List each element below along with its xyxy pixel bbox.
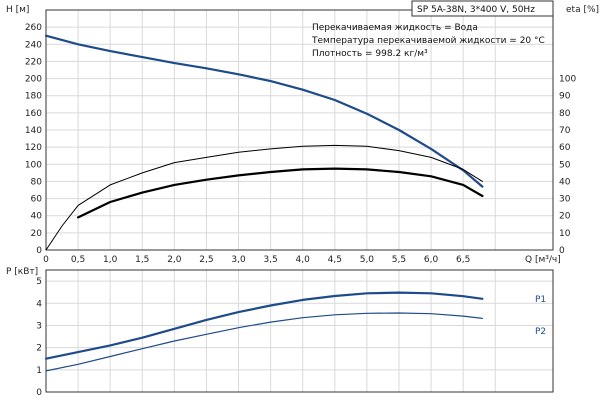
- power-tick-label: 1: [36, 366, 42, 376]
- power-grid: [45, 270, 553, 393]
- head-tick-label: 40: [31, 212, 43, 222]
- x-tick-label: 5,5: [392, 255, 406, 265]
- annotation-density: Плотность = 998.2 кг/м³: [312, 49, 428, 59]
- efficiency-tick-label: 50: [559, 160, 571, 170]
- power-tick-label: 4: [36, 299, 42, 309]
- head-tick-label: 260: [25, 23, 42, 33]
- efficiency-tick-label: 30: [559, 195, 571, 205]
- annotation-fluid: Перекачиваемая жидкость = Вода: [312, 23, 478, 33]
- x-tick-label: 4,5: [328, 255, 342, 265]
- head-grid: [45, 10, 553, 251]
- efficiency-tick-label: 70: [559, 126, 571, 136]
- x-tick-label: 2,0: [167, 255, 182, 265]
- x-tick-label: 4,0: [296, 255, 311, 265]
- x-tick-label: 1,0: [103, 255, 118, 265]
- head-tick-label: 60: [31, 195, 43, 205]
- title-box: [411, 0, 554, 17]
- x-tick-label: 3,0: [231, 255, 246, 265]
- x-tick-label: 1,5: [135, 255, 149, 265]
- head-tick-label: 120: [25, 143, 42, 153]
- power-axis-label: P [кВт]: [6, 267, 38, 277]
- head-curve: [44, 34, 484, 188]
- head-tick-label: 100: [25, 160, 42, 170]
- power-ticks: 0 1 2 3 4 5: [36, 277, 42, 398]
- p2-series-label: P2: [535, 327, 546, 337]
- x-tick-label: 0: [43, 255, 49, 265]
- p1-series-label: P1: [535, 295, 546, 305]
- head-tick-label: 220: [25, 57, 42, 67]
- efficiency-tick-label: 20: [559, 212, 571, 222]
- head-tick-label: 140: [25, 126, 42, 136]
- efficiency-curve: [45, 144, 483, 251]
- efficiency-tick-label: 100: [559, 75, 576, 85]
- flow-axis-label: Q [м³/ч]: [525, 255, 561, 265]
- x-tick-label: 6,5: [456, 255, 470, 265]
- head-axis-label: H [м]: [6, 5, 29, 15]
- x-tick-label: 6,0: [424, 255, 439, 265]
- head-tick-label: 200: [25, 75, 42, 85]
- head-tick-label: 80: [31, 177, 43, 187]
- head-tick-label: 180: [25, 92, 42, 102]
- power-tick-label: 3: [36, 321, 42, 331]
- efficiency-tick-label: 80: [559, 109, 571, 119]
- power-series: [44, 291, 484, 372]
- head-ticks: 0 0,5 1,0 1,5 2,0 2,5 3,0 3,5 4,0 4,5 5,0 5,5 6,0 6,5…: [25, 23, 577, 265]
- head-tick-label: 0: [36, 246, 42, 256]
- power-tick-label: 5: [36, 277, 42, 287]
- power-plot-frame: [45, 269, 554, 393]
- x-tick-label: 0,5: [71, 255, 85, 265]
- head-curve-thick: [77, 167, 484, 219]
- x-tick-label: 2,5: [199, 255, 213, 265]
- efficiency-axis-label: eta [%]: [566, 5, 599, 15]
- efficiency-tick-label: 10: [559, 229, 571, 239]
- efficiency-tick-label: 40: [559, 177, 571, 187]
- head-tick-label: 160: [25, 109, 42, 119]
- efficiency-tick-label: 0: [559, 246, 565, 256]
- head-tick-label: 240: [25, 40, 42, 50]
- efficiency-tick-label: 90: [559, 92, 571, 102]
- head-series: [44, 34, 484, 251]
- x-tick-label: 5,0: [360, 255, 375, 265]
- annotation-temperature: Температура перекачиваемой жидкости = 20…: [311, 36, 545, 46]
- p2-curve: [45, 312, 483, 372]
- head-plot-frame: [45, 9, 554, 251]
- chart-title: SP 5A-38N, 3*400 V, 50Hz: [417, 5, 535, 15]
- x-tick-label: 3,5: [263, 255, 277, 265]
- head-tick-label: 20: [31, 229, 43, 239]
- power-tick-label: 0: [36, 388, 42, 398]
- p1-curve: [44, 291, 484, 360]
- power-tick-label: 2: [36, 344, 42, 354]
- efficiency-tick-label: 60: [559, 143, 571, 153]
